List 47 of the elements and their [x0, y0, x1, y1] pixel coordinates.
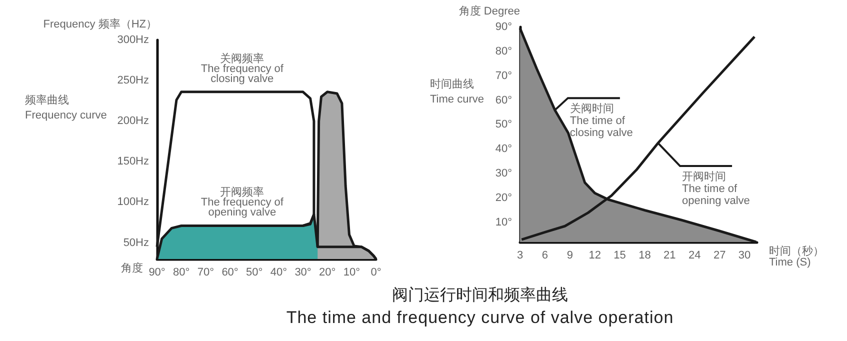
- text: 频率曲线 Frequency curve: [25, 94, 107, 122]
- x-tick-label: 30°: [294, 266, 312, 278]
- y-tick-label: 300Hz: [117, 34, 149, 46]
- x-tick-label: 40°: [270, 266, 287, 278]
- annotation: 关阀时间 The time of closing valve: [570, 102, 633, 140]
- x-tick-label: 18: [638, 250, 651, 262]
- x-axis-title: 角度: [120, 262, 143, 274]
- x-tick-label: 6: [542, 250, 548, 262]
- x-tick-label: 12: [588, 250, 601, 262]
- text: 时间曲线 Time curve: [430, 78, 484, 106]
- y-axis-title: Frequency 频率（HZ）: [43, 18, 157, 30]
- annotation: 关阀频率 The frequency of closing valve: [200, 52, 284, 85]
- annotation: 开阀时间 The time of opening valve: [682, 170, 750, 208]
- x-tick-label: 21: [664, 250, 676, 262]
- y-tick-label: 200Hz: [117, 115, 149, 128]
- x-tick-label: 10°: [343, 266, 360, 278]
- x-tick-label: 20°: [319, 266, 336, 278]
- text: The time and frequency curve of valve operation: [285, 307, 675, 329]
- y-tick-label: 40°: [495, 143, 512, 156]
- annotation: 开阀频率 The frequency of opening valve: [200, 186, 284, 219]
- y-tick-label: 150Hz: [117, 156, 149, 168]
- y-tick-label: 20°: [495, 192, 512, 204]
- x-tick-label: 30: [738, 250, 751, 262]
- x-tick-label: 90°: [148, 266, 166, 278]
- y-axis-title: 角度 Degree: [458, 4, 520, 18]
- x-tick-label: 50°: [246, 266, 263, 278]
- x-axis-title: 时间（秒） Time (S): [769, 244, 824, 268]
- text: 阀门运行时间和频率曲线: [391, 286, 569, 306]
- y-tick-label: 70°: [495, 70, 512, 82]
- x-tick-label: 9: [566, 250, 573, 262]
- y-tick-label: 80°: [495, 45, 512, 58]
- y-tick-label: 250Hz: [117, 74, 149, 87]
- x-tick-label: 15: [614, 250, 626, 262]
- x-tick-label: 0°: [370, 266, 382, 278]
- y-tick-label: 50Hz: [123, 236, 149, 249]
- y-tick-label: 90°: [495, 21, 512, 33]
- x-tick-label: 70°: [197, 266, 214, 278]
- x-tick-label: 24: [688, 250, 701, 262]
- x-tick-label: 27: [713, 250, 726, 262]
- x-tick-label: 80°: [173, 266, 190, 278]
- y-tick-label: 30°: [495, 168, 512, 180]
- x-tick-label: 3: [516, 250, 524, 262]
- y-tick-label: 10°: [495, 216, 512, 228]
- x-tick-label: 60°: [222, 266, 238, 278]
- y-tick-label: 50°: [495, 118, 512, 131]
- y-tick-label: 60°: [495, 94, 512, 106]
- y-tick-label: 100Hz: [117, 196, 149, 208]
